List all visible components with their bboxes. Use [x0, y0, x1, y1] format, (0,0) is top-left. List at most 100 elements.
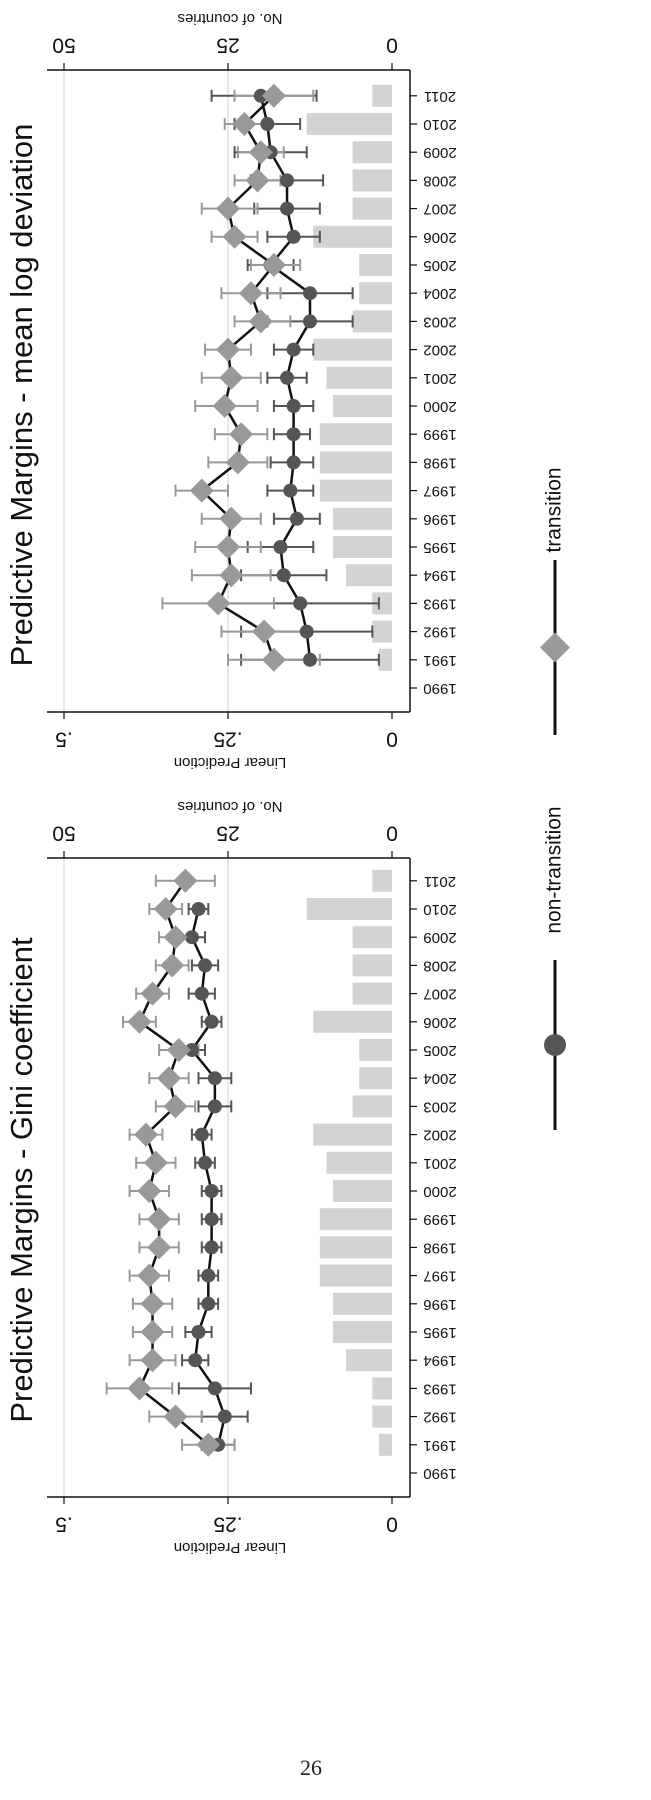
point-transition: [140, 1320, 165, 1344]
point-transition: [137, 1179, 162, 1203]
point-transition: [156, 1066, 181, 1091]
count-bar: [319, 1208, 392, 1231]
point-non-transition: [184, 1043, 199, 1057]
point-transition: [196, 1432, 221, 1457]
point-non-transition: [253, 88, 268, 103]
count-bar: [352, 1095, 392, 1118]
x-tick-label: 2003: [423, 313, 456, 330]
point-transition: [248, 140, 273, 165]
point-transition: [219, 365, 244, 390]
point-non-transition: [188, 1353, 203, 1368]
chart-panel-1: Predictive Margins - mean log deviation 1…: [4, 10, 457, 771]
point-transition: [163, 925, 188, 950]
count-bar: [306, 898, 392, 920]
y-tick-label: .5: [55, 1512, 73, 1535]
x-tick-label: 2011: [424, 88, 456, 105]
x-tick-label: 1991: [423, 652, 456, 669]
x-tick-label: 2005: [423, 257, 456, 274]
point-transition: [166, 1038, 191, 1062]
x-tick-label: 2011: [424, 873, 456, 890]
point-non-transition: [280, 173, 295, 188]
x-tick-label: 2009: [423, 929, 456, 946]
y2-tick-label: 25: [216, 33, 239, 56]
point-non-transition: [273, 540, 288, 554]
point-transition: [127, 1009, 152, 1034]
x-tick-label: 2010: [423, 116, 456, 133]
x-tick-label: 1999: [423, 426, 456, 443]
y-tick-label: .5: [55, 727, 73, 750]
y-tick-label: 0: [386, 1512, 398, 1535]
point-transition: [261, 253, 286, 277]
point-transition: [140, 1291, 165, 1316]
point-transition: [163, 1094, 188, 1119]
point-transition: [216, 337, 240, 362]
count-bar: [372, 1405, 392, 1428]
point-non-transition: [303, 286, 317, 301]
x-tick-label: 2000: [423, 1183, 456, 1200]
legend-item-non-transition: non-transition: [543, 806, 566, 1130]
y2-axis-label: No. of countries: [177, 798, 282, 815]
count-bar: [372, 592, 392, 615]
count-bar: [346, 1349, 392, 1372]
point-non-transition: [191, 1325, 206, 1339]
x-tick-label: 2008: [423, 957, 456, 974]
point-non-transition: [303, 314, 317, 329]
count-bar: [332, 1321, 392, 1343]
x-tick-label: 1993: [423, 1380, 456, 1397]
point-transition: [261, 647, 286, 672]
y-tick-label: .25: [213, 1512, 242, 1535]
point-non-transition: [204, 1212, 219, 1227]
y2-axis-label: No. of countries: [177, 10, 282, 27]
x-tick-label: 1991: [423, 1437, 456, 1454]
x-tick-label: 1995: [423, 1324, 456, 1341]
count-bar: [332, 1292, 392, 1315]
chart-title: Predictive Margins - mean log deviation: [4, 124, 39, 667]
legend-marker-circle: [544, 1034, 566, 1056]
point-transition: [219, 506, 244, 531]
count-bar: [372, 620, 392, 643]
point-transition: [216, 196, 240, 221]
legend-label: transition: [543, 467, 566, 552]
count-bar: [352, 197, 392, 220]
point-transition: [212, 394, 237, 418]
count-bar: [352, 954, 392, 977]
page-number: 26: [300, 1755, 322, 1780]
count-bar: [346, 564, 392, 587]
point-non-transition: [283, 483, 298, 498]
x-tick-label: 2002: [423, 1127, 456, 1144]
point-transition: [222, 224, 247, 249]
count-bar: [326, 366, 392, 389]
point-transition: [140, 981, 165, 1006]
count-bar: [313, 225, 392, 248]
count-bar: [372, 84, 392, 107]
count-bar: [313, 338, 392, 361]
point-transition: [229, 422, 254, 447]
point-non-transition: [280, 370, 295, 385]
count-bar: [306, 113, 392, 135]
x-tick-label: 2002: [423, 342, 456, 359]
chart-panel-0: Predictive Margins - Gini coefficient 199…: [4, 798, 457, 1556]
count-bar: [378, 1433, 392, 1456]
point-non-transition: [286, 229, 301, 244]
point-non-transition: [207, 1071, 222, 1086]
x-tick-label: 2004: [423, 1070, 456, 1087]
y2-tick-label: 50: [52, 821, 75, 844]
point-transition: [252, 619, 277, 644]
x-tick-label: 2007: [423, 201, 456, 218]
count-bar: [359, 254, 392, 276]
point-non-transition: [207, 1381, 222, 1396]
point-non-transition: [201, 1268, 216, 1283]
count-bar: [372, 869, 392, 892]
x-tick-label: 2006: [423, 229, 456, 246]
point-transition: [153, 897, 178, 921]
point-non-transition: [286, 342, 301, 357]
point-non-transition: [194, 1127, 209, 1142]
y-tick-label: 0: [386, 727, 398, 750]
point-non-transition: [198, 958, 213, 973]
point-non-transition: [280, 201, 295, 216]
y2-tick-label: 50: [52, 33, 75, 56]
point-transition: [261, 83, 286, 108]
point-transition: [219, 563, 244, 588]
y2-tick-label: 0: [386, 33, 398, 56]
x-tick-label: 2001: [423, 1155, 456, 1172]
